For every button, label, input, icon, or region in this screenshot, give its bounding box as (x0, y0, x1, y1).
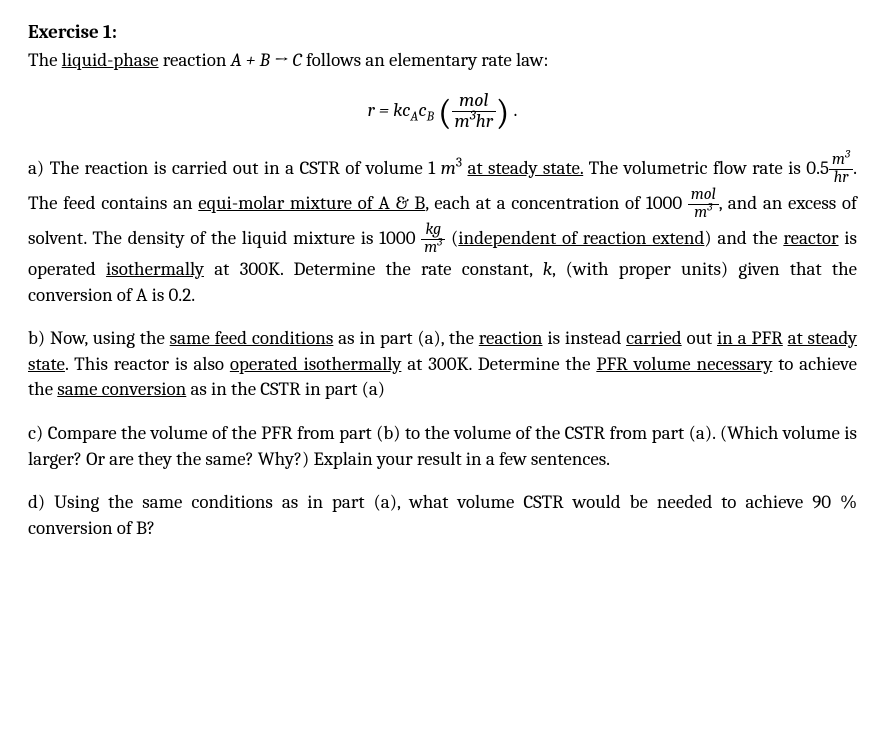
b-t6: . This reactor is also (65, 353, 230, 375)
eq-fraction: mol m3hr (452, 91, 496, 132)
a-frac3: kgm3 (421, 222, 445, 257)
part-b: b) Now, using the same feed conditions a… (28, 326, 857, 403)
b-u3: carried (626, 327, 682, 349)
a-fr2-den: m3 (688, 205, 719, 222)
b-u4: in a PFR (717, 327, 783, 349)
b-t3: is instead (543, 327, 627, 349)
a-fr3-3: 3 (437, 236, 442, 249)
intro-underline-liquid: liquid-phase (62, 49, 159, 71)
intro-paragraph: The liquid-phase reaction A + B → C foll… (28, 48, 857, 74)
eq-frac-den: m3hr (452, 112, 496, 132)
a-k: k (543, 258, 552, 280)
a-t6: ( (445, 227, 458, 249)
a-t2: The volumetric flow rate is 0.5 (583, 157, 829, 179)
b-t9: as in the CSTR in part (a) (186, 378, 385, 400)
eq-B-sub: B (427, 110, 434, 125)
reaction-expr: A + B → C (231, 49, 302, 71)
b-t7: at 300K. Determine the (401, 353, 596, 375)
a-fr2-3: 3 (707, 201, 712, 214)
a-fr2-m: m (694, 203, 707, 222)
a-t9: at 300K. Determine the rate constant, (204, 258, 543, 280)
a-u4: reactor (783, 227, 838, 249)
exercise-title: Exercise 1: (28, 20, 857, 46)
a-m: m (441, 157, 456, 179)
eq-k: k (393, 99, 402, 121)
a-t7: ) and the (704, 227, 783, 249)
a-fr3-den: m3 (421, 240, 445, 257)
a-fr1-m: m (832, 150, 845, 169)
intro-text-post: reaction (159, 49, 231, 71)
a-fr1-den: hr (829, 170, 853, 187)
intro-tail: follows an elementary rate law: (302, 49, 549, 71)
a-fr3-m: m (424, 238, 437, 257)
b-t2: as in part (a), the (333, 327, 478, 349)
b-t4: out (682, 327, 717, 349)
a-3sup: 3 (456, 156, 462, 171)
a-u3: independent of reaction extend (458, 227, 704, 249)
a-frac1: m3hr (829, 152, 853, 187)
b-u1: same feed conditions (170, 327, 334, 349)
part-d: d) Using the same conditions as in part … (28, 490, 857, 541)
a-t1: a) The reaction is carried out in a CSTR… (28, 157, 441, 179)
eq-den-hr: hr (476, 110, 493, 132)
rate-equation: r = kcAcB ( mol m3hr ) . (28, 91, 857, 132)
part-c: c) Compare the volume of the PFR from pa… (28, 421, 857, 472)
b-u6: operated isothermally (230, 353, 402, 375)
a-u2: equi-molar mixture of A & B (198, 192, 425, 214)
b-u7: PFR volume necessary (596, 353, 772, 375)
eq-period: . (509, 99, 517, 121)
eq-cB: c (418, 99, 426, 121)
a-u5: isothermally (106, 258, 204, 280)
intro-text-pre: The (28, 49, 62, 71)
b-t1: b) Now, using the (28, 327, 170, 349)
a-frac2: molm3 (688, 187, 719, 222)
a-t4: , each at a concentration of 1000 (425, 192, 688, 214)
eq-equals: = (375, 99, 393, 121)
b-u2: reaction (479, 327, 543, 349)
b-u8: same conversion (57, 378, 186, 400)
a-fr1-3: 3 (845, 148, 850, 161)
a-u1: at steady state. (468, 157, 584, 179)
eq-r: r (368, 99, 375, 121)
eq-den-m: m (455, 110, 470, 132)
part-a: a) The reaction is carried out in a CSTR… (28, 152, 857, 308)
